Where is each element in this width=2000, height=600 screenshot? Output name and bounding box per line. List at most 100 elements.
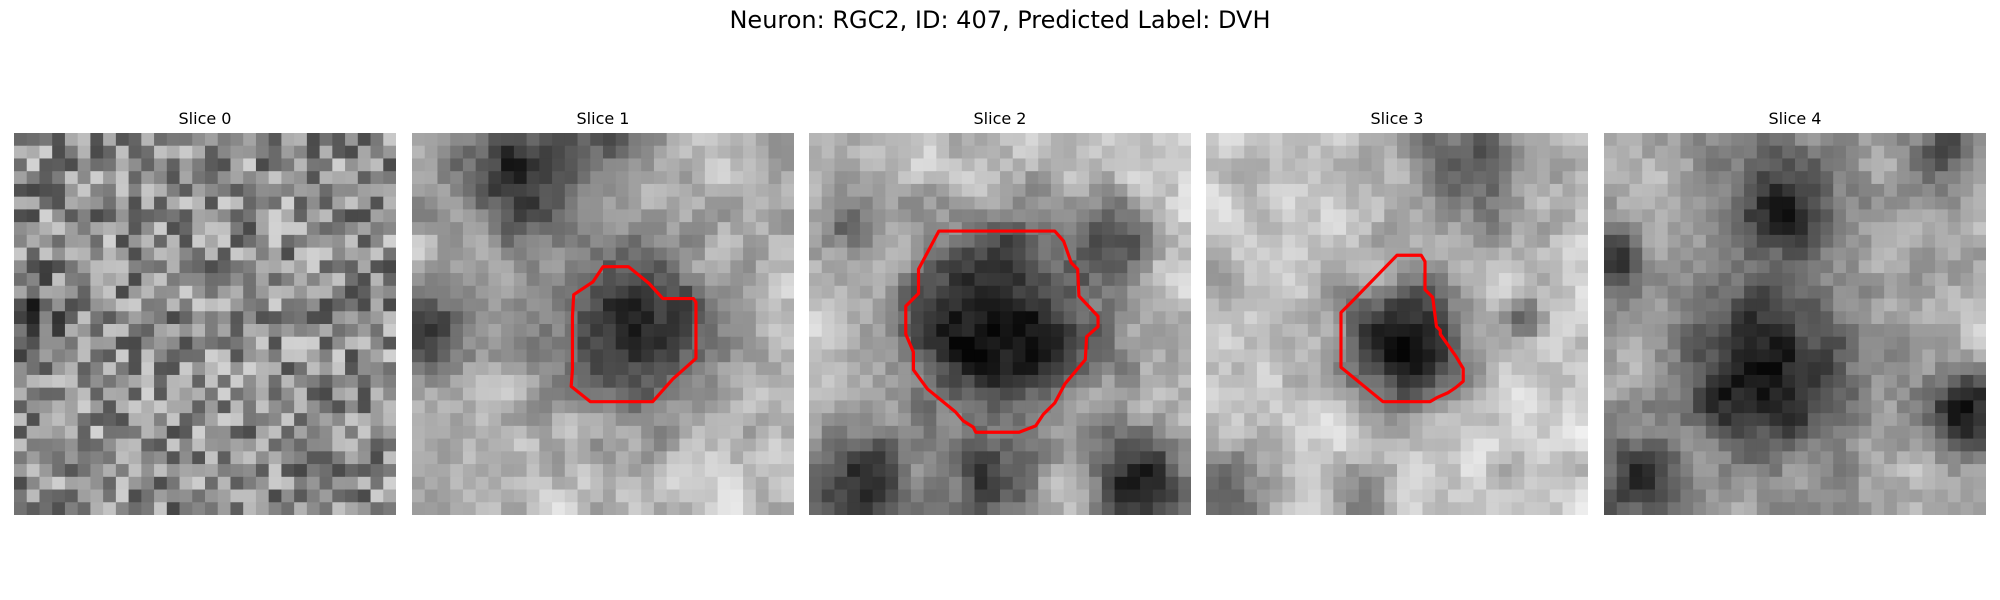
pixel [1795, 476, 1809, 491]
pixel [781, 324, 794, 338]
pixel [923, 336, 937, 350]
pixel [1231, 145, 1245, 159]
pixel [1718, 209, 1732, 223]
pixel [653, 425, 668, 440]
pixel [1731, 222, 1745, 236]
pixel [1460, 158, 1474, 172]
pixel [704, 464, 719, 478]
pixel [1178, 196, 1191, 210]
pixel [437, 145, 451, 159]
pixel [1486, 209, 1500, 223]
pixel [1744, 158, 1758, 172]
pixel [1435, 171, 1449, 185]
pixel [306, 298, 321, 312]
pixel [1549, 298, 1564, 312]
pixel [26, 464, 40, 478]
pixel [281, 171, 295, 185]
pixel [615, 183, 629, 198]
pixel [217, 413, 231, 427]
pixel [383, 298, 396, 312]
pixel [615, 336, 629, 350]
pixel [1807, 413, 1821, 427]
pixel [1922, 196, 1936, 210]
pixel [268, 413, 282, 427]
pixel [859, 311, 874, 325]
pixel [77, 476, 91, 491]
pixel [501, 171, 515, 185]
pixel [437, 464, 451, 478]
pixel [692, 311, 706, 325]
pixel [923, 158, 937, 172]
pixel [1604, 425, 1618, 440]
pixel [590, 502, 604, 515]
pixel [268, 222, 282, 236]
pixel [590, 374, 604, 389]
pixel [1935, 133, 1949, 147]
pixel [755, 425, 770, 440]
pixel [230, 285, 244, 300]
pixel [154, 387, 168, 401]
pixel [1973, 196, 1986, 210]
pixel [345, 336, 359, 350]
pixel [1295, 451, 1309, 465]
pixel [1422, 451, 1436, 465]
pixel [641, 183, 655, 198]
pixel [39, 234, 53, 249]
pixel [1038, 209, 1052, 223]
pixel [1486, 425, 1500, 440]
pixel [755, 145, 770, 159]
pixel [1152, 425, 1167, 440]
pixel [974, 298, 988, 312]
pixel [717, 489, 731, 503]
pixel [1884, 374, 1898, 389]
pixel [1884, 476, 1898, 491]
pixel [1935, 451, 1949, 465]
pixel [1333, 374, 1347, 389]
pixel [949, 234, 963, 249]
pixel [513, 133, 528, 147]
pixel [1604, 349, 1618, 363]
pixel [77, 502, 91, 515]
pixel [1307, 209, 1322, 223]
pixel [1973, 234, 1986, 249]
pixel [14, 374, 28, 389]
pixel [768, 260, 782, 274]
pixel [1909, 476, 1923, 491]
pixel [1667, 273, 1681, 287]
pixel [1244, 133, 1258, 147]
pixel [1152, 273, 1167, 287]
pixel [319, 273, 333, 287]
panel-title: Slice 4 [1768, 109, 1822, 128]
pixel [1256, 362, 1271, 376]
pixel [1409, 145, 1423, 159]
pixel [821, 324, 835, 338]
pixel [1575, 133, 1588, 147]
pixel [679, 222, 693, 236]
pixel [1152, 374, 1167, 389]
pixel [859, 336, 874, 350]
pixel [1320, 489, 1334, 503]
pixel [1206, 273, 1220, 287]
pixel [450, 171, 464, 185]
pixel [1705, 145, 1720, 159]
pixel [717, 374, 731, 389]
pixel [1218, 324, 1232, 338]
pixel [961, 311, 976, 325]
pixel [961, 464, 976, 478]
pixel [1871, 413, 1885, 427]
pixel [1705, 234, 1720, 249]
pixel [603, 171, 617, 185]
pixel [462, 502, 477, 515]
slice-image [809, 133, 1191, 515]
pixel [39, 133, 53, 147]
pixel [1206, 298, 1220, 312]
pixel [809, 273, 823, 287]
pixel [1731, 234, 1745, 249]
pixel [166, 171, 181, 185]
pixel [552, 425, 566, 440]
pixel [1218, 362, 1232, 376]
pixel [679, 298, 693, 312]
pixel [192, 324, 206, 338]
pixel [1718, 438, 1732, 452]
pixel [39, 349, 53, 363]
